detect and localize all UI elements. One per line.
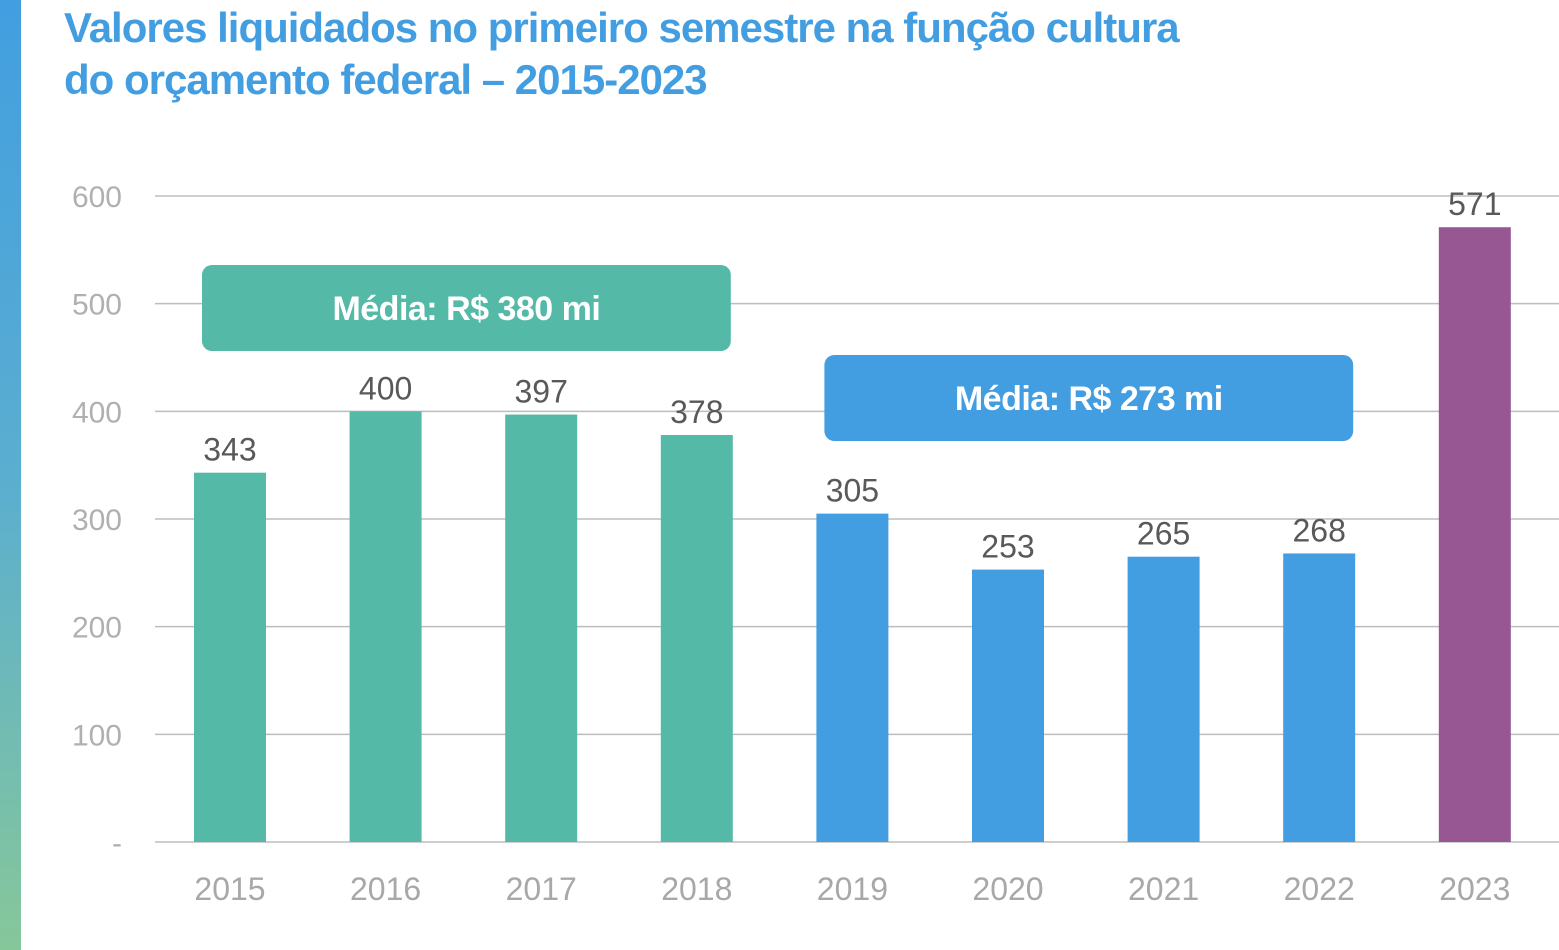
- data-label-2021: 265: [1137, 516, 1190, 552]
- x-tick-label-2018: 2018: [661, 871, 732, 907]
- x-tick-label-2016: 2016: [350, 871, 421, 907]
- data-label-2020: 253: [981, 529, 1034, 565]
- chart-title-line-2: do orçamento federal – 2015-2023: [64, 56, 708, 103]
- x-tick-label-2020: 2020: [972, 871, 1043, 907]
- data-label-2016: 400: [359, 370, 412, 406]
- x-tick-label-2023: 2023: [1439, 871, 1510, 907]
- data-label-2017: 397: [515, 374, 568, 410]
- accent-side-bar: [0, 0, 21, 950]
- x-tick-label-2015: 2015: [194, 871, 265, 907]
- bar-2016: [349, 411, 422, 842]
- data-label-2022: 268: [1293, 512, 1346, 548]
- y-tick-label-500: 500: [72, 289, 122, 322]
- average-box-1: [202, 265, 731, 351]
- data-label-2018: 378: [670, 394, 723, 430]
- y-tick-label-600: 600: [72, 181, 122, 214]
- x-tick-label-2017: 2017: [506, 871, 577, 907]
- y-tick-label-200: 200: [72, 612, 122, 645]
- data-label-2015: 343: [203, 432, 256, 468]
- bar-2020: [972, 569, 1044, 842]
- average-label-1: Média: R$ 380 mi: [332, 290, 600, 328]
- chart-title-line-1: Valores liquidados no primeiro semestre …: [64, 4, 1180, 51]
- y-tick-label-0: -: [112, 827, 122, 860]
- y-tick-label-100: 100: [72, 719, 122, 752]
- chart-title: Valores liquidados no primeiro semestre …: [64, 2, 1484, 106]
- bar-2017: [505, 414, 578, 842]
- average-label-2: Média: R$ 273 mi: [955, 380, 1223, 418]
- bar-2019: [816, 513, 889, 842]
- bar-2018: [660, 435, 733, 842]
- bar-2021: [1127, 556, 1200, 842]
- x-tick-label-2022: 2022: [1284, 871, 1355, 907]
- y-tick-label-400: 400: [72, 396, 122, 429]
- bar-2015: [194, 472, 266, 842]
- average-box-2: [824, 355, 1354, 441]
- y-tick-label-300: 300: [72, 504, 122, 537]
- data-label-2019: 305: [826, 473, 879, 509]
- bar-2022: [1283, 553, 1356, 842]
- x-tick-label-2021: 2021: [1128, 871, 1199, 907]
- x-tick-label-2019: 2019: [817, 871, 888, 907]
- data-label-2023: 571: [1448, 186, 1501, 222]
- bar-2023: [1438, 227, 1511, 842]
